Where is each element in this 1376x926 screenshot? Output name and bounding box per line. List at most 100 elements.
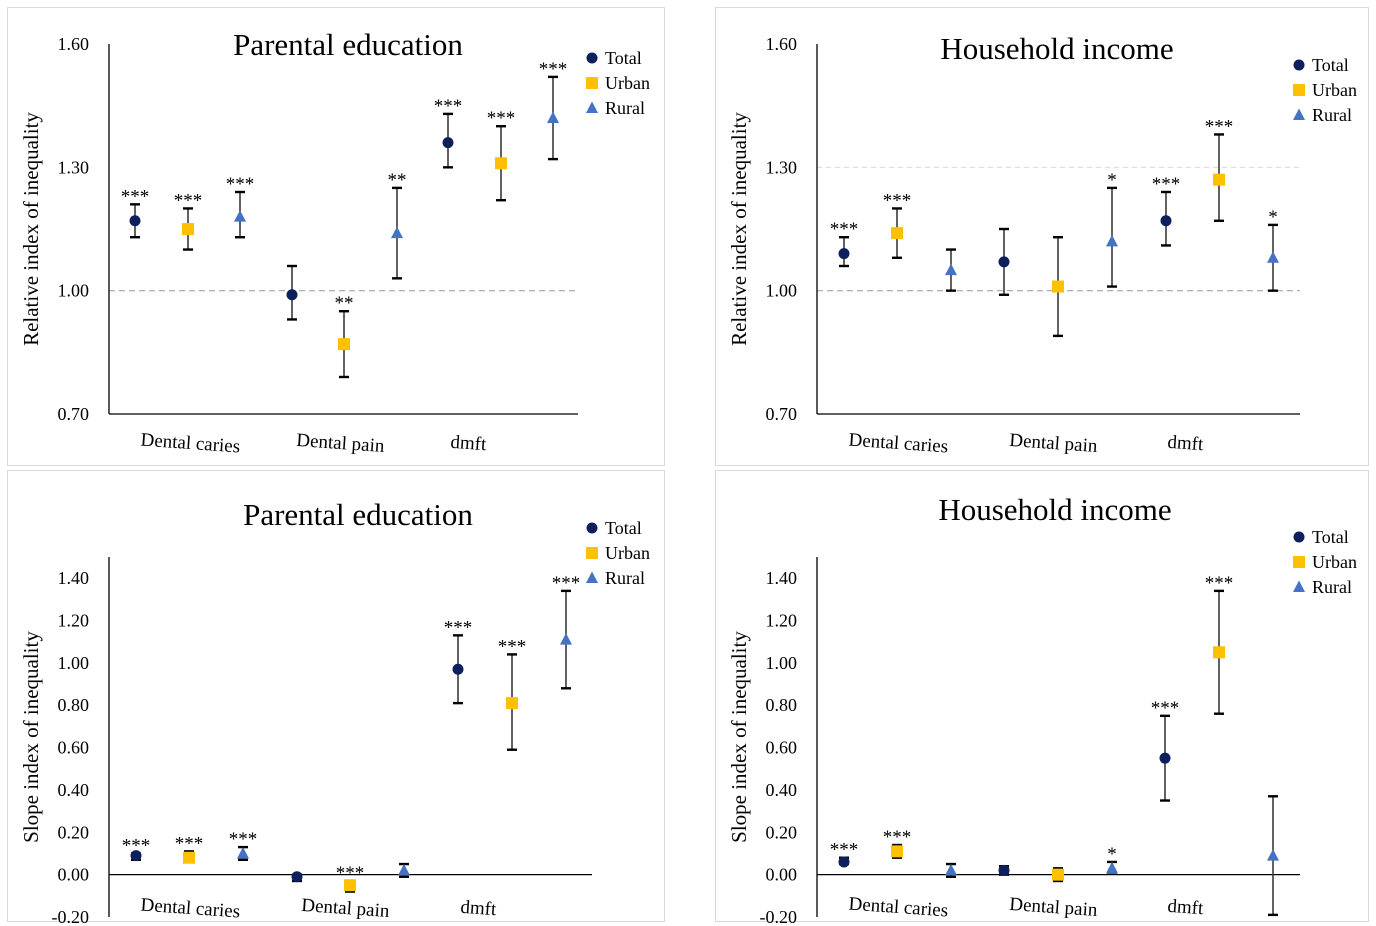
point-total — [838, 248, 850, 260]
y-tick-label: 1.00 — [766, 653, 798, 673]
y-tick-label: 1.30 — [766, 157, 798, 177]
significance-label: *** — [498, 636, 527, 657]
significance-label: *** — [830, 840, 859, 861]
sii-parental-education-chart: -0.20 0.00 0.20 0.40 0.60 0.80 1.00 1.20 1.40 Slo… — [19, 497, 650, 923]
point-total — [452, 663, 464, 675]
point-total — [1159, 752, 1171, 764]
legend-marker-rural — [586, 571, 598, 583]
point-urban — [183, 851, 195, 864]
point-urban — [1052, 280, 1064, 293]
significance-label: *** — [434, 96, 463, 117]
category-label: dmft — [1167, 432, 1205, 456]
significance-label: *** — [539, 59, 568, 80]
y-tick-label: 0.80 — [766, 695, 798, 715]
significance-label: *** — [1205, 116, 1234, 137]
point-rural — [1106, 234, 1118, 247]
point-urban — [182, 223, 194, 235]
significance-label: *** — [229, 829, 258, 850]
legend-marker-total — [586, 522, 598, 534]
point-rural — [547, 111, 559, 123]
category-label: Dental caries — [848, 430, 949, 458]
significance-label: ** — [335, 293, 354, 314]
significance-label: *** — [122, 835, 151, 856]
significance-label: ** — [388, 170, 407, 191]
chart-title: Parental education — [243, 497, 473, 532]
point-total — [129, 215, 141, 227]
category-label: Dental caries — [848, 894, 949, 922]
y-tick-label: 1.40 — [58, 568, 90, 588]
point-urban — [1052, 868, 1064, 881]
point-urban — [891, 845, 903, 858]
point-total — [838, 856, 850, 868]
point-urban — [344, 879, 356, 892]
point-urban — [891, 227, 903, 240]
y-tick-label: 0.70 — [58, 404, 90, 424]
legend-label-urban: Urban — [605, 73, 650, 93]
point-urban — [338, 338, 350, 351]
y-tick-label: 0.80 — [58, 695, 90, 715]
category-label: Dental pain — [301, 895, 391, 922]
legend-label-rural: Rural — [1312, 577, 1352, 597]
legend-marker-rural — [1293, 108, 1305, 120]
category-label: Dental pain — [1009, 430, 1099, 457]
legend-label-rural: Rural — [1312, 105, 1352, 125]
legend-marker-rural — [1293, 580, 1305, 592]
legend-marker-urban — [586, 77, 598, 89]
y-tick-label: 0.00 — [58, 865, 90, 885]
y-axis-label: Relative index of inequality — [727, 112, 751, 346]
y-axis-label: Relative index of inequality — [19, 112, 43, 346]
legend-label-rural: Rural — [605, 568, 645, 588]
y-tick-label: 1.00 — [58, 281, 90, 301]
significance-label: *** — [1152, 174, 1181, 195]
chart-panel-rii-parental-education: 0.70 1.00 1.30 1.60 Relative index of inequa… — [7, 7, 665, 466]
y-tick-label: 1.60 — [766, 34, 798, 54]
y-tick-label: 0.70 — [766, 404, 798, 424]
chart-title: Parental education — [233, 27, 463, 62]
significance-label: *** — [175, 833, 204, 854]
point-rural — [237, 846, 249, 859]
category-label: Dental caries — [140, 430, 241, 458]
significance-label: *** — [444, 617, 473, 638]
point-total — [1160, 215, 1172, 227]
legend-marker-total — [586, 52, 598, 64]
significance-label: *** — [226, 174, 255, 195]
legend-label-total: Total — [605, 48, 642, 68]
y-tick-label: 1.20 — [766, 611, 798, 631]
y-tick-label: 0.40 — [766, 780, 798, 800]
y-tick-label: -0.20 — [760, 907, 798, 923]
y-axis-label: Slope index of inequality — [727, 631, 751, 843]
category-label: Dental caries — [140, 895, 241, 923]
significance-label: * — [1107, 170, 1117, 191]
rii-parental-education-chart: 0.70 1.00 1.30 1.60 Relative index of inequa… — [19, 27, 650, 458]
y-tick-label: 0.20 — [766, 822, 798, 842]
chart-panel-sii-parental-education: -0.20 0.00 0.20 0.40 0.60 0.80 1.00 1.20 1.40 Slo… — [7, 470, 665, 923]
y-tick-label: 0.60 — [58, 738, 90, 758]
legend-label-urban: Urban — [605, 543, 650, 563]
point-rural — [398, 863, 410, 876]
y-tick-label: 1.00 — [766, 281, 798, 301]
y-tick-label: 1.40 — [766, 568, 798, 588]
point-rural — [560, 633, 572, 645]
y-tick-label: 1.30 — [58, 157, 90, 177]
category-label: dmft — [1167, 896, 1205, 920]
significance-label: * — [1268, 207, 1278, 228]
point-urban — [495, 157, 507, 170]
significance-label: *** — [1151, 698, 1180, 719]
significance-label: * — [1107, 844, 1117, 865]
point-urban — [506, 697, 518, 710]
category-label: dmft — [460, 897, 498, 921]
legend-label-rural: Rural — [605, 98, 645, 118]
y-tick-label: 0.40 — [58, 780, 90, 800]
legend-label-total: Total — [1312, 55, 1349, 75]
significance-label: *** — [121, 186, 150, 207]
category-label: Dental pain — [1009, 894, 1099, 921]
rii-household-income-chart: 0.70 1.00 1.30 1.60 Relative index of inequa… — [727, 31, 1357, 458]
significance-label: *** — [883, 827, 912, 848]
y-tick-label: -0.20 — [52, 907, 90, 923]
y-tick-label: 1.20 — [58, 611, 90, 631]
point-rural — [391, 226, 403, 239]
point-urban — [1213, 173, 1225, 186]
chart-title: Household income — [940, 31, 1173, 66]
significance-label: *** — [174, 190, 203, 211]
